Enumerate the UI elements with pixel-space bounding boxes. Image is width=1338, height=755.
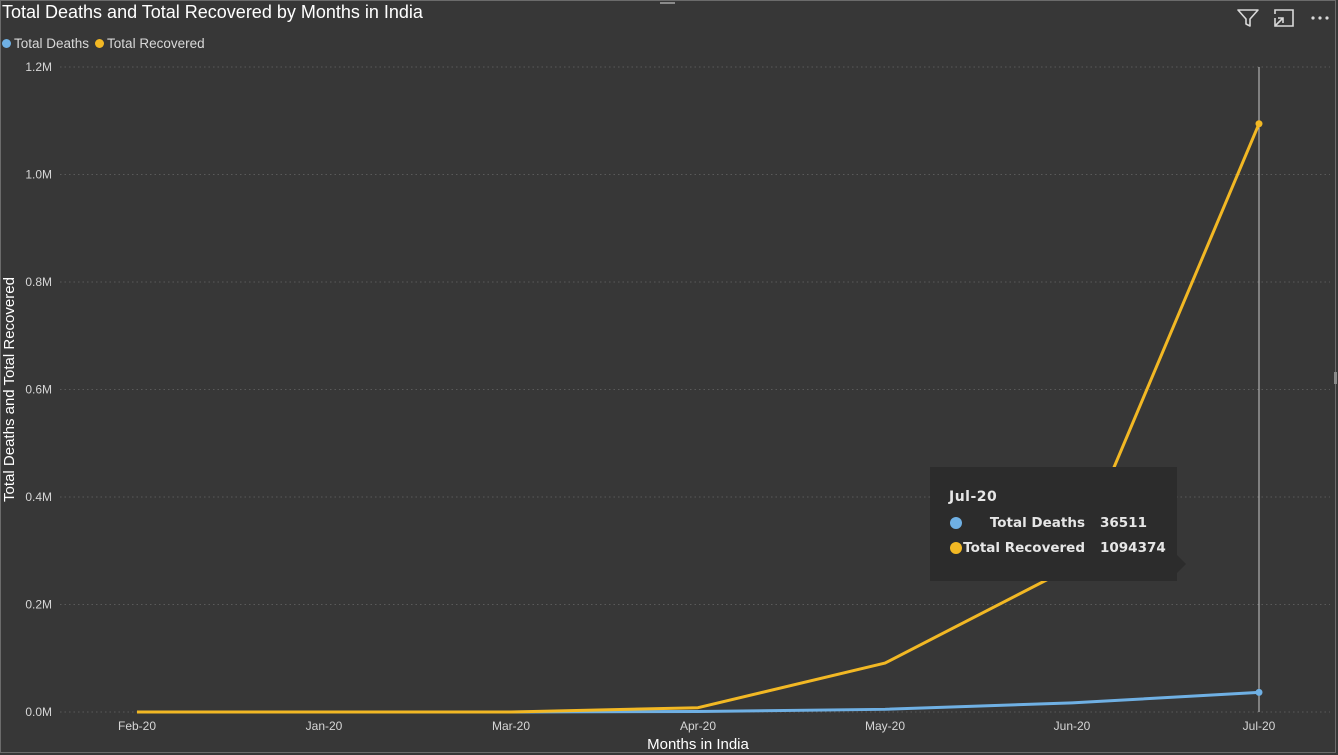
legend-item-total-recovered[interactable]: Total Recovered <box>95 36 205 51</box>
tooltip-label-total-deaths: Total Deaths <box>989 515 1085 531</box>
resize-handle-top[interactable] <box>660 2 675 4</box>
y-tick-label: 1.2M <box>25 60 52 74</box>
legend-label-total-deaths: Total Deaths <box>14 35 90 51</box>
x-tick-label: May-20 <box>865 719 905 733</box>
tooltip-title: Jul-20 <box>949 489 998 505</box>
tooltip: Jul-20 Total Deaths 36511 Total Recovere… <box>930 467 1186 581</box>
x-axis-ticks: Feb-20 Jan-20 Mar-20 Apr-20 May-20 Jun-20 Jul-… <box>118 719 1276 733</box>
y-tick-label: 1.0M <box>25 168 52 182</box>
gridlines <box>60 66 1330 713</box>
tooltip-row-total-recovered: Total Recovered 1094374 <box>930 538 1177 558</box>
more-options-icon[interactable] <box>1308 7 1332 29</box>
tooltip-marker-total-recovered <box>950 542 962 554</box>
tooltip-marker-total-deaths <box>950 517 962 529</box>
y-tick-label: 0.8M <box>25 275 52 289</box>
series-line-total-recovered[interactable] <box>137 123 1261 714</box>
chart-title: Total Deaths and Total Recovered by Mont… <box>2 2 423 22</box>
x-tick-label: Jul-20 <box>1243 719 1276 733</box>
legend-item-total-deaths[interactable]: Total Deaths <box>2 36 89 51</box>
visual-header-icons <box>1236 7 1332 29</box>
y-tick-label: 0.2M <box>25 598 52 612</box>
x-tick-label: Jun-20 <box>1054 719 1091 733</box>
legend-marker-total-recovered <box>95 38 105 48</box>
data-point-total-recovered[interactable] <box>1255 120 1263 128</box>
x-tick-label: Mar-20 <box>492 719 530 733</box>
y-tick-label: 0.4M <box>25 490 52 504</box>
tooltip-row-total-deaths: Total Deaths 36511 <box>930 513 1177 533</box>
tooltip-value-total-recovered: 1094374 <box>1100 540 1166 556</box>
y-tick-label: 0.0M <box>25 705 52 719</box>
filter-icon[interactable] <box>1236 7 1260 29</box>
x-axis-title: Months in India <box>647 736 749 753</box>
data-point-total-deaths[interactable] <box>1255 688 1263 696</box>
focus-mode-icon[interactable] <box>1272 7 1296 29</box>
resize-handle-right[interactable] <box>1334 372 1337 384</box>
y-axis-title: Total Deaths and Total Recovered <box>1 277 18 502</box>
y-axis-ticks: 0.0M 0.2M 0.4M 0.6M 0.8M 1.0M 1.2M <box>25 60 52 719</box>
x-tick-label: Apr-20 <box>680 719 716 733</box>
legend-label-total-recovered: Total Recovered <box>107 35 205 51</box>
series-lines <box>137 120 1263 714</box>
x-tick-label: Jan-20 <box>306 719 343 733</box>
y-tick-label: 0.6M <box>25 383 52 397</box>
tooltip-label-total-recovered: Total Recovered <box>963 540 1085 556</box>
tooltip-value-total-deaths: 36511 <box>1100 515 1147 531</box>
x-tick-label: Feb-20 <box>118 719 156 733</box>
legend-marker-total-deaths <box>2 38 11 48</box>
legend: Total Deaths Total Recovered <box>2 35 211 51</box>
